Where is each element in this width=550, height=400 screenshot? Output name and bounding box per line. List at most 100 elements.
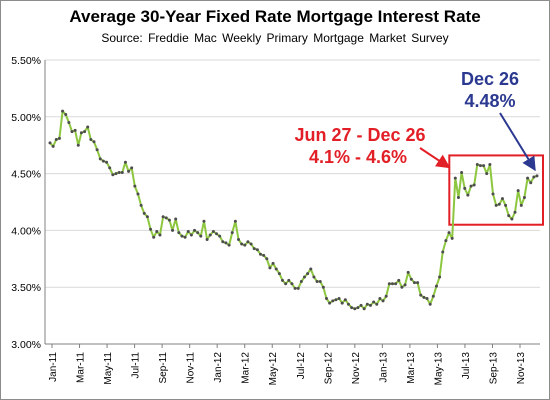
x-tick-label: Nov-13 [516, 352, 527, 385]
y-tick-labels: 3.00% 3.50% 4.00% 4.50% 5.00% 5.50% [11, 55, 41, 351]
data-point [227, 243, 231, 247]
data-point [321, 285, 325, 289]
end-label: Dec 26 [461, 69, 519, 89]
data-point [127, 169, 131, 173]
data-point [252, 247, 256, 251]
data-point [535, 174, 539, 178]
data-point [497, 202, 501, 206]
data-point [403, 283, 407, 287]
data-point [255, 248, 259, 252]
data-point [532, 175, 536, 179]
data-point [456, 195, 460, 199]
data-point [507, 214, 511, 218]
x-tick-label: Sep-12 [323, 352, 334, 385]
data-point [205, 237, 209, 241]
data-point [164, 216, 168, 220]
data-point [64, 113, 68, 117]
data-point [406, 270, 410, 274]
range-values: 4.1% - 4.6% [309, 147, 407, 167]
data-point [428, 302, 432, 306]
data-point [171, 228, 175, 232]
data-point [422, 295, 426, 299]
data-point [381, 299, 385, 303]
data-point [306, 272, 310, 276]
data-point [101, 159, 105, 163]
axes [44, 60, 540, 348]
data-point [95, 148, 99, 152]
data-point [463, 186, 467, 190]
data-point [328, 301, 332, 305]
data-point [397, 278, 401, 282]
data-point [365, 302, 369, 306]
data-point [387, 282, 391, 286]
data-point [485, 172, 489, 176]
range-label: Jun 27 - Dec 26 [294, 125, 425, 145]
data-point [224, 241, 228, 245]
data-point [79, 131, 83, 135]
data-point [271, 261, 275, 265]
data-point [167, 218, 171, 222]
data-point [89, 138, 93, 142]
data-point [438, 275, 442, 279]
y-tick-label: 3.50% [11, 282, 41, 294]
data-point [494, 203, 498, 207]
data-point [111, 173, 115, 177]
data-point [412, 281, 416, 285]
x-tick-label: Jan-13 [378, 352, 389, 383]
range-arrow [419, 147, 451, 169]
data-point [183, 235, 187, 239]
data-point [243, 243, 247, 247]
end-value: 4.48% [464, 91, 515, 111]
data-point [108, 166, 112, 170]
data-point [249, 242, 253, 246]
data-point [120, 170, 124, 174]
data-point [284, 282, 288, 286]
data-point [139, 203, 143, 207]
annotation-layer: Jun 27 - Dec 26 4.1% - 4.6% Dec 26 4.48% [294, 69, 536, 172]
y-tick-label: 3.00% [11, 339, 41, 351]
data-point [233, 219, 237, 223]
end-arrow [499, 112, 536, 172]
highlight-layer [448, 154, 545, 226]
data-point [180, 234, 184, 238]
data-point [105, 160, 109, 164]
data-point [346, 302, 350, 306]
data-point [434, 284, 438, 288]
data-point [409, 277, 413, 281]
data-point [202, 219, 206, 223]
data-point [447, 231, 451, 235]
data-point [67, 120, 71, 124]
data-point [302, 275, 306, 279]
x-tick-label: Mar-12 [241, 352, 252, 384]
data-point [117, 170, 121, 174]
data-point [161, 215, 165, 219]
x-tick-label: Jan-12 [213, 352, 224, 383]
data-point [218, 234, 222, 238]
data-point [441, 250, 445, 254]
data-point [378, 297, 382, 301]
data-point [400, 285, 404, 289]
data-point [482, 164, 486, 168]
data-point [76, 143, 80, 147]
data-point [296, 286, 300, 290]
data-point [359, 303, 363, 307]
data-point [290, 282, 294, 286]
data-point [98, 157, 102, 161]
data-point [372, 300, 376, 304]
data-point [478, 164, 482, 168]
data-point [240, 242, 244, 246]
data-point [215, 232, 219, 236]
x-tick-label: Jul-12 [296, 352, 307, 380]
data-point [221, 240, 225, 244]
data-point [142, 211, 146, 215]
data-point [158, 233, 162, 237]
data-point [390, 282, 394, 286]
data-point [309, 267, 313, 271]
data-point [444, 239, 448, 243]
y-tick-label: 5.00% [11, 112, 41, 124]
data-point [466, 193, 470, 197]
data-point [199, 234, 203, 238]
data-point [237, 237, 241, 241]
data-point [324, 297, 328, 301]
data-point [186, 230, 190, 234]
